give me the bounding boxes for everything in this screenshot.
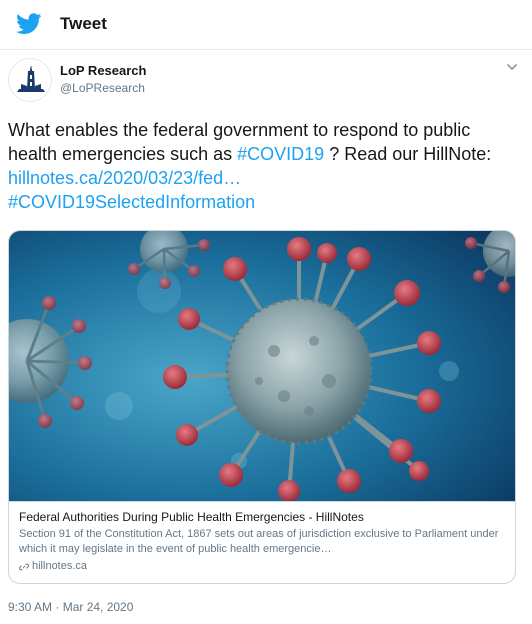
tweet-header: Tweet xyxy=(0,0,532,50)
hillnotes-link[interactable]: hillnotes.ca/2020/03/23/fed… xyxy=(8,168,242,188)
page-title: Tweet xyxy=(60,14,107,33)
tweet-text-part: ? Read our HillNote: xyxy=(324,144,492,164)
tweet-timestamp[interactable]: 9:30 AM · Mar 24, 2020 xyxy=(8,600,134,614)
avatar[interactable] xyxy=(8,58,52,102)
coronavirus-image xyxy=(9,231,515,501)
twitter-bird-icon xyxy=(16,13,42,34)
tweet-author: LoP Research @LoPResearch xyxy=(8,58,524,104)
link-icon xyxy=(19,563,29,570)
author-name[interactable]: LoP Research xyxy=(60,63,147,78)
tweet-text-part: What enables the federal government to r… xyxy=(8,120,471,164)
card-description: Section 91 of the Constitution Act, 1867… xyxy=(19,528,499,555)
tweet-text: What enables the federal government to r… xyxy=(8,118,520,214)
parliament-logo-icon xyxy=(17,65,45,92)
card-title: Federal Authorities During Public Health… xyxy=(19,510,364,524)
author-handle[interactable]: @LoPResearch xyxy=(60,81,145,95)
hashtag-covid19-link[interactable]: #COVID19 xyxy=(237,144,325,164)
hashtag-selected-information-link[interactable]: #COVID19SelectedInformation xyxy=(8,192,256,212)
card-domain-label: hillnotes.ca xyxy=(32,560,88,572)
card-body: Federal Authorities During Public Health… xyxy=(9,501,515,583)
link-preview-card[interactable]: Federal Authorities During Public Health… xyxy=(8,230,516,584)
chevron-down-icon[interactable] xyxy=(504,60,520,74)
card-domain: hillnotes.ca xyxy=(19,559,507,574)
